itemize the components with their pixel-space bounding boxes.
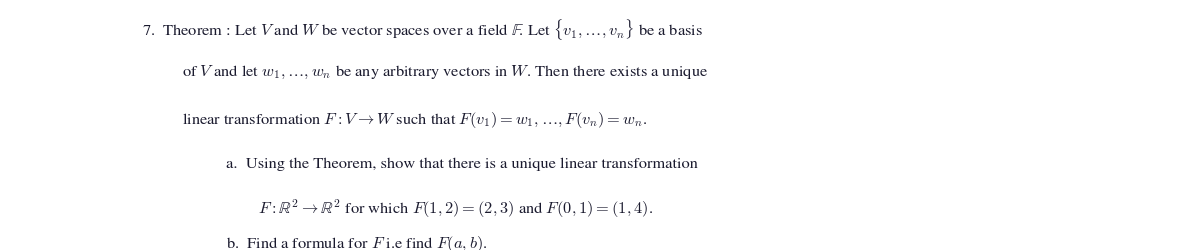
Text: b.  Find a formula for $F$ i.e find $F(a,b)$.: b. Find a formula for $F$ i.e find $F(a,…: [226, 234, 487, 250]
Text: $F : \mathbb{R}^2 \to \mathbb{R}^2$ for which $F(1,2) = (2,3)$ and $F(0,1) = (1,: $F : \mathbb{R}^2 \to \mathbb{R}^2$ for …: [258, 198, 653, 220]
Text: a.  Using the Theorem, show that there is a unique linear transformation: a. Using the Theorem, show that there is…: [226, 158, 697, 171]
Text: linear transformation $F : V \to W$ such that $F(v_1) = w_1, \ldots, F(v_n) = w_: linear transformation $F : V \to W$ such…: [182, 110, 648, 130]
Text: of $V$ and let $w_1,\ldots,w_n$ be any arbitrary vectors in $W$. Then there exis: of $V$ and let $w_1,\ldots,w_n$ be any a…: [182, 64, 709, 81]
Text: 7.  Theorem : Let $V$ and $W$ be vector spaces over a field $\mathbb{F}$. Let $\: 7. Theorem : Let $V$ and $W$ be vector s…: [142, 18, 703, 42]
